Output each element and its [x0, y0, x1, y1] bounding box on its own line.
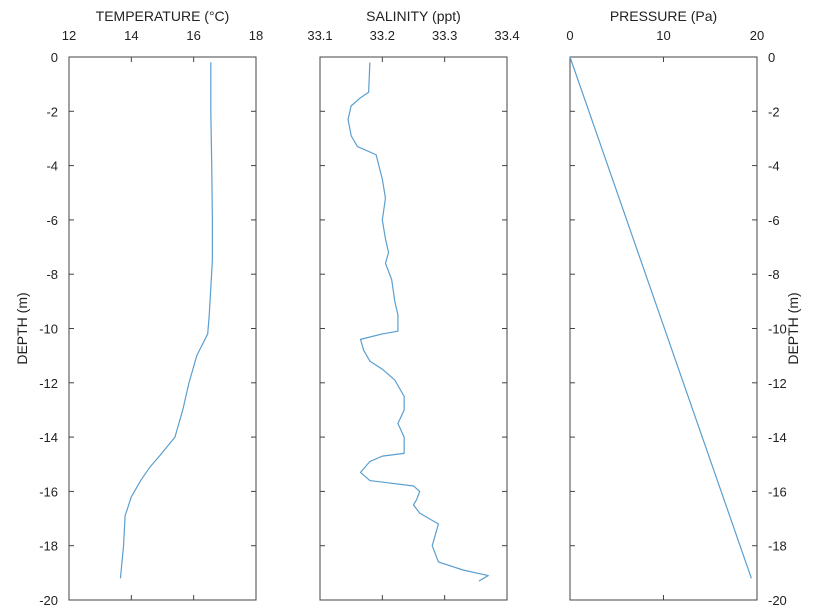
y-tick-label: -14: [768, 430, 787, 445]
panel-1: TEMPERATURE (°C) 12 14 16 18 0 -2 -4 -6 -8 -10 -12 -…: [14, 8, 263, 608]
x-tick-label: 18: [249, 28, 263, 43]
y-tick-label: -16: [39, 484, 58, 499]
y-axis-label: DEPTH (m): [14, 292, 30, 364]
axis-title: PRESSURE (Pa): [610, 8, 717, 24]
y-tick-label: -12: [39, 376, 58, 391]
y-tick-label: -4: [768, 159, 780, 174]
y-tick-label: -2: [46, 104, 58, 119]
x-tick-label: 20: [750, 28, 764, 43]
x-tick-label: 16: [186, 28, 200, 43]
x-tick-label: 33.1: [307, 28, 332, 43]
x-tick-label: 12: [62, 28, 76, 43]
x-tick-label: 33.4: [494, 28, 519, 43]
x-tick-label: 33.3: [432, 28, 457, 43]
y-tick-label: -20: [768, 593, 787, 608]
y-tick-label: -18: [39, 539, 58, 554]
x-tick-label: 0: [566, 28, 573, 43]
axis-title: SALINITY (ppt): [366, 8, 461, 24]
y-axis-label: DEPTH (m): [785, 292, 801, 364]
y-tick-label: -10: [768, 322, 787, 337]
y-tick-label: -12: [768, 376, 787, 391]
y-tick-label: -10: [39, 322, 58, 337]
y-tick-label: 0: [768, 50, 775, 65]
y-tick-label: -18: [768, 539, 787, 554]
y-tick-label: 0: [51, 50, 58, 65]
series-line: [347, 62, 489, 582]
x-tick-label: 33.2: [370, 28, 395, 43]
series-line: [119, 62, 213, 579]
y-tick-label: -4: [46, 159, 58, 174]
x-tick-label: 10: [656, 28, 670, 43]
y-tick-label: -6: [768, 213, 780, 228]
y-tick-label: -16: [768, 484, 787, 499]
panel-3: PRESSURE (Pa) 0 10 20 0 -2 -4 -6 -8 -10 -12 -14 -16 -…: [566, 8, 801, 608]
y-tick-label: -6: [46, 213, 58, 228]
y-tick-label: -20: [39, 593, 58, 608]
series-line: [569, 56, 752, 579]
plot-frame: [68, 56, 257, 601]
plot-frame: [319, 56, 508, 601]
y-tick-label: -8: [768, 267, 780, 282]
axis-title: TEMPERATURE (°C): [96, 8, 230, 24]
y-tick-label: -2: [768, 104, 780, 119]
panel-2: SALINITY (ppt) 33.1 33.2 33.3 33.4: [307, 8, 520, 601]
y-tick-label: -14: [39, 430, 58, 445]
y-tick-label: -8: [46, 267, 58, 282]
x-tick-label: 14: [124, 28, 138, 43]
